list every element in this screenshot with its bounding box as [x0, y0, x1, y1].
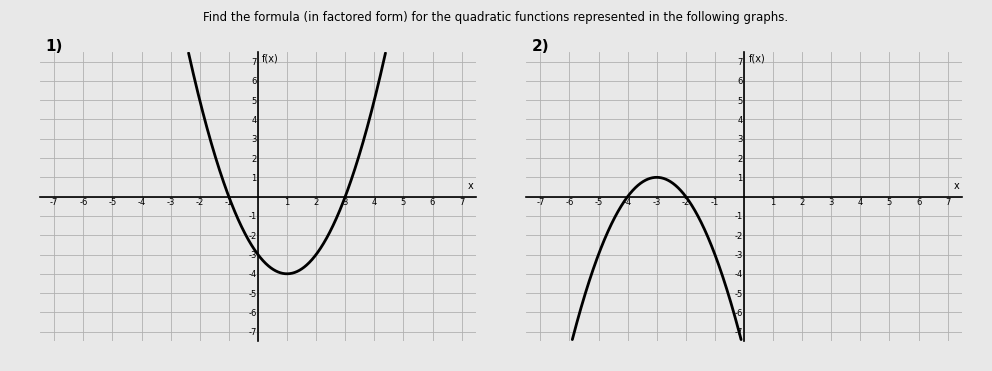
Text: 2): 2)	[532, 39, 550, 54]
Text: f(x): f(x)	[262, 54, 279, 64]
Text: x: x	[467, 181, 473, 191]
Text: Find the formula (in factored form) for the quadratic functions represented in t: Find the formula (in factored form) for …	[203, 11, 789, 24]
Text: 1): 1)	[46, 39, 62, 54]
Text: f(x): f(x)	[748, 54, 765, 64]
Text: x: x	[953, 181, 959, 191]
